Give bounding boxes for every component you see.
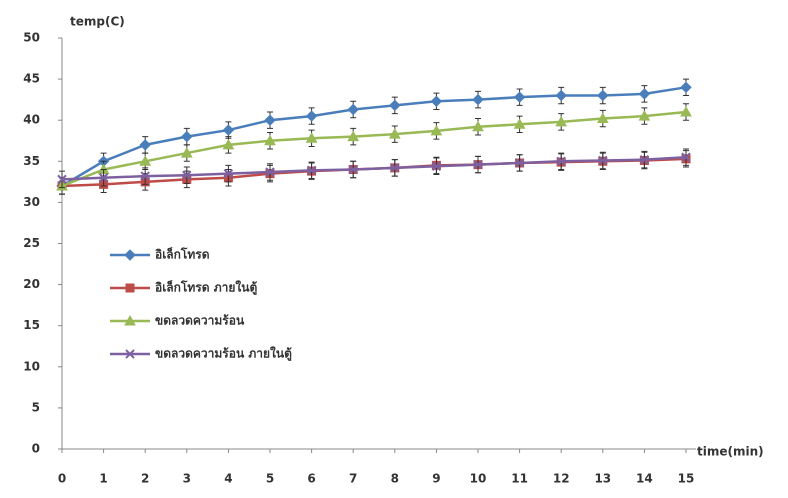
x-tick-label: 6 (307, 472, 315, 486)
x-tick-label: 12 (553, 472, 570, 486)
marker (389, 99, 401, 112)
marker (638, 88, 651, 100)
legend-label: ขดลวดความร้อน ภายในตู้ (155, 346, 292, 362)
marker (555, 115, 568, 127)
marker (680, 105, 692, 117)
marker (473, 159, 483, 170)
marker (181, 130, 193, 143)
series-line (61, 110, 687, 188)
y-tick-label: 10 (23, 359, 40, 373)
marker (306, 165, 317, 176)
x-tick-label: 10 (470, 472, 487, 486)
x-tick-label: 9 (432, 472, 440, 486)
legend-label: อิเล็กโทรด ภายในตู้ (155, 280, 257, 296)
x-tick-label: 13 (594, 472, 611, 486)
x-tick-label: 3 (183, 472, 191, 486)
x-tick-label: 15 (678, 472, 695, 486)
marker (347, 130, 360, 142)
marker (305, 110, 318, 122)
marker (98, 173, 109, 183)
x-tick-label: 11 (511, 472, 528, 486)
marker (57, 174, 67, 185)
marker (125, 349, 135, 359)
marker (556, 156, 566, 167)
series-line (61, 86, 687, 188)
marker (182, 170, 192, 180)
marker (513, 118, 526, 129)
marker (180, 147, 193, 158)
marker (555, 89, 567, 102)
marker (390, 163, 400, 173)
x-tick-label: 5 (266, 472, 274, 486)
x-tick-label: 4 (224, 472, 232, 486)
marker (139, 155, 152, 166)
marker (223, 168, 234, 179)
x-tick-label: 8 (391, 472, 399, 486)
marker (264, 114, 276, 126)
x-tick-label: 0 (58, 472, 66, 486)
marker (222, 124, 235, 136)
marker (430, 124, 443, 136)
y-tick-label: 5 (32, 400, 40, 414)
marker (680, 81, 692, 94)
marker (124, 314, 136, 326)
y-tick-label: 40 (23, 113, 40, 127)
marker (347, 103, 359, 116)
y-tick-label: 30 (23, 195, 40, 209)
y-tick-label: 20 (23, 277, 40, 291)
marker (430, 95, 443, 108)
marker (472, 93, 484, 106)
marker (139, 139, 151, 151)
marker (431, 161, 442, 171)
marker (681, 152, 691, 162)
marker (124, 249, 136, 261)
marker (472, 120, 484, 132)
marker (638, 110, 651, 121)
marker (514, 158, 525, 168)
legend-label: ขดลวดความร้อน (155, 314, 245, 328)
x-tick-label: 14 (636, 472, 653, 486)
x-axis-label: time(min) (697, 445, 764, 459)
marker (348, 164, 358, 175)
marker (388, 128, 401, 139)
marker (305, 132, 318, 143)
marker (265, 167, 275, 177)
marker (598, 155, 608, 166)
series (57, 148, 691, 189)
series (57, 150, 691, 195)
series-line (61, 157, 687, 188)
marker (639, 154, 650, 165)
marker (513, 91, 526, 103)
y-tick-label: 0 (32, 442, 40, 456)
marker (597, 89, 609, 102)
marker (222, 138, 235, 150)
y-tick-label: 25 (23, 236, 40, 250)
marker (125, 283, 135, 293)
x-tick-label: 1 (99, 472, 107, 486)
series-line (61, 155, 687, 181)
y-tick-label: 35 (23, 154, 40, 168)
x-tick-label: 2 (141, 472, 149, 486)
marker (596, 112, 609, 124)
legend-label: อิเล็กโทรด (155, 247, 210, 262)
marker (264, 134, 276, 146)
x-tick-label: 7 (349, 472, 357, 486)
y-tick-label: 50 (23, 31, 40, 45)
y-tick-label: 45 (23, 72, 40, 86)
y-tick-label: 15 (23, 318, 40, 332)
y-axis-label: temp(C) (70, 15, 125, 29)
marker (140, 171, 150, 181)
